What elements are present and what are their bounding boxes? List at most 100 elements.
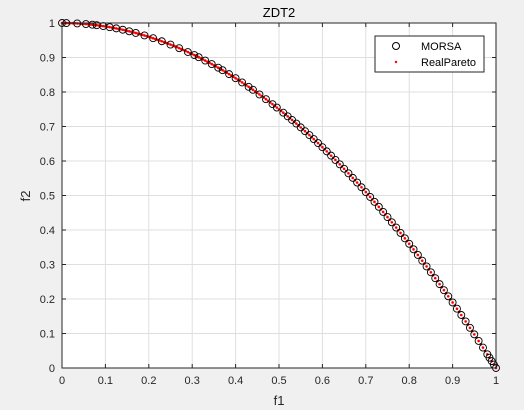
morsa-point <box>383 213 392 222</box>
morsa-point <box>140 31 149 40</box>
real-pareto-point <box>342 167 346 171</box>
morsa-point <box>422 262 431 271</box>
real-pareto-point <box>151 36 155 40</box>
real-pareto-point <box>394 226 398 229</box>
morsa-point <box>249 85 257 94</box>
morsa-point <box>194 53 203 62</box>
real-pareto-point <box>403 237 407 240</box>
real-pareto-point <box>429 270 433 274</box>
real-pareto-point <box>321 145 324 149</box>
real-pareto-point <box>160 39 164 43</box>
real-pareto-point <box>373 200 376 204</box>
x-tick-label: 0.7 <box>358 375 373 387</box>
morsa-point <box>452 304 461 313</box>
morsa-point <box>314 139 323 148</box>
y-axis-ticks: 0 0.1 0.2 0.3 0.4 0.5 0.6 0.7 0.8 0.9 1 <box>40 18 496 375</box>
morsa-point <box>175 44 184 53</box>
real-pareto-point <box>464 320 467 323</box>
real-pareto-point <box>459 313 463 317</box>
morsa-point <box>149 34 158 43</box>
morsa-point <box>309 135 318 144</box>
morsa-point <box>157 37 166 46</box>
morsa-point <box>457 311 466 319</box>
x-axis-ticks: 0 0.1 0.2 0.3 0.4 0.5 0.6 0.7 0.8 0.9 1 <box>59 23 499 387</box>
morsa-point <box>207 60 216 69</box>
real-pareto-point <box>446 294 450 298</box>
real-pareto-point <box>203 59 207 62</box>
real-pareto-point <box>275 106 279 109</box>
real-pareto-point <box>169 43 172 46</box>
morsa-point <box>272 103 281 112</box>
y-tick-label: 1 <box>49 18 55 30</box>
morsa-point <box>461 317 470 326</box>
legend-box <box>374 35 485 73</box>
real-pareto-point <box>247 85 250 89</box>
real-pareto-point <box>303 129 307 133</box>
morsa-point <box>262 95 270 104</box>
morsa-point <box>357 183 366 192</box>
morsa-point <box>183 48 192 56</box>
real-pareto-point <box>134 31 138 35</box>
real-pareto-point <box>407 242 411 246</box>
x-tick-label: 0.8 <box>402 375 417 387</box>
real-pareto-point <box>143 34 146 37</box>
morsa-point <box>474 337 483 345</box>
legend: MORSA RealPareto <box>374 35 485 73</box>
real-pareto-point <box>127 29 131 33</box>
morsa-point <box>426 268 435 277</box>
real-pareto-point <box>251 88 255 92</box>
x-tick-label: 0.4 <box>228 375 243 387</box>
real-pareto-point <box>114 27 118 30</box>
real-pareto-point <box>347 171 350 175</box>
real-pareto-point <box>420 259 424 262</box>
morsa-point <box>470 330 479 339</box>
real-pareto-point <box>334 158 337 162</box>
morsa-point <box>431 274 440 283</box>
morsa-point <box>348 173 357 182</box>
real-pareto-point <box>451 301 454 304</box>
x-tick-label: 0.2 <box>141 375 156 387</box>
real-pareto-point <box>154 37 157 41</box>
morsa-point <box>444 292 453 301</box>
y-axis-label: f2 <box>18 191 33 202</box>
real-pareto-point <box>258 93 261 96</box>
y-tick-label: 0.4 <box>40 225 55 237</box>
morsa-point <box>238 78 247 87</box>
real-pareto-point <box>193 53 196 57</box>
morsa-point <box>327 151 336 160</box>
morsa-point <box>439 286 448 295</box>
legend-morsa-marker <box>392 42 400 50</box>
morsa-point <box>361 188 370 197</box>
x-tick-label: 0 <box>59 375 65 387</box>
real-pareto-point <box>316 141 320 145</box>
morsa-point <box>400 234 409 243</box>
real-pareto-point <box>312 137 316 141</box>
real-pareto-point <box>399 231 402 235</box>
real-pareto-point <box>386 215 389 219</box>
morsa-point <box>418 256 427 265</box>
x-tick-label: 0.6 <box>315 375 330 387</box>
morsa-point <box>448 298 457 307</box>
real-pareto-point <box>101 24 105 28</box>
morsa-point <box>366 192 375 201</box>
y-tick-label: 0.7 <box>40 122 55 134</box>
morsa-point <box>255 90 264 99</box>
real-pareto-point <box>473 333 476 336</box>
x-tick-label: 0.9 <box>445 375 460 387</box>
morsa-point <box>435 280 444 289</box>
y-tick-label: 0.3 <box>40 260 55 272</box>
morsa-point <box>318 143 327 152</box>
y-tick-label: 0.1 <box>40 329 55 341</box>
legend-morsa-label: MORSA <box>421 41 462 53</box>
real-pareto-point <box>158 39 161 42</box>
real-pareto-point <box>329 154 333 157</box>
real-pareto-point <box>433 276 437 280</box>
morsa-point <box>305 131 314 140</box>
morsa-point <box>201 56 210 65</box>
real-pareto-point <box>210 62 214 66</box>
morsa-point <box>225 70 234 79</box>
morsa-series <box>58 19 500 372</box>
real-pareto-point <box>364 190 368 194</box>
